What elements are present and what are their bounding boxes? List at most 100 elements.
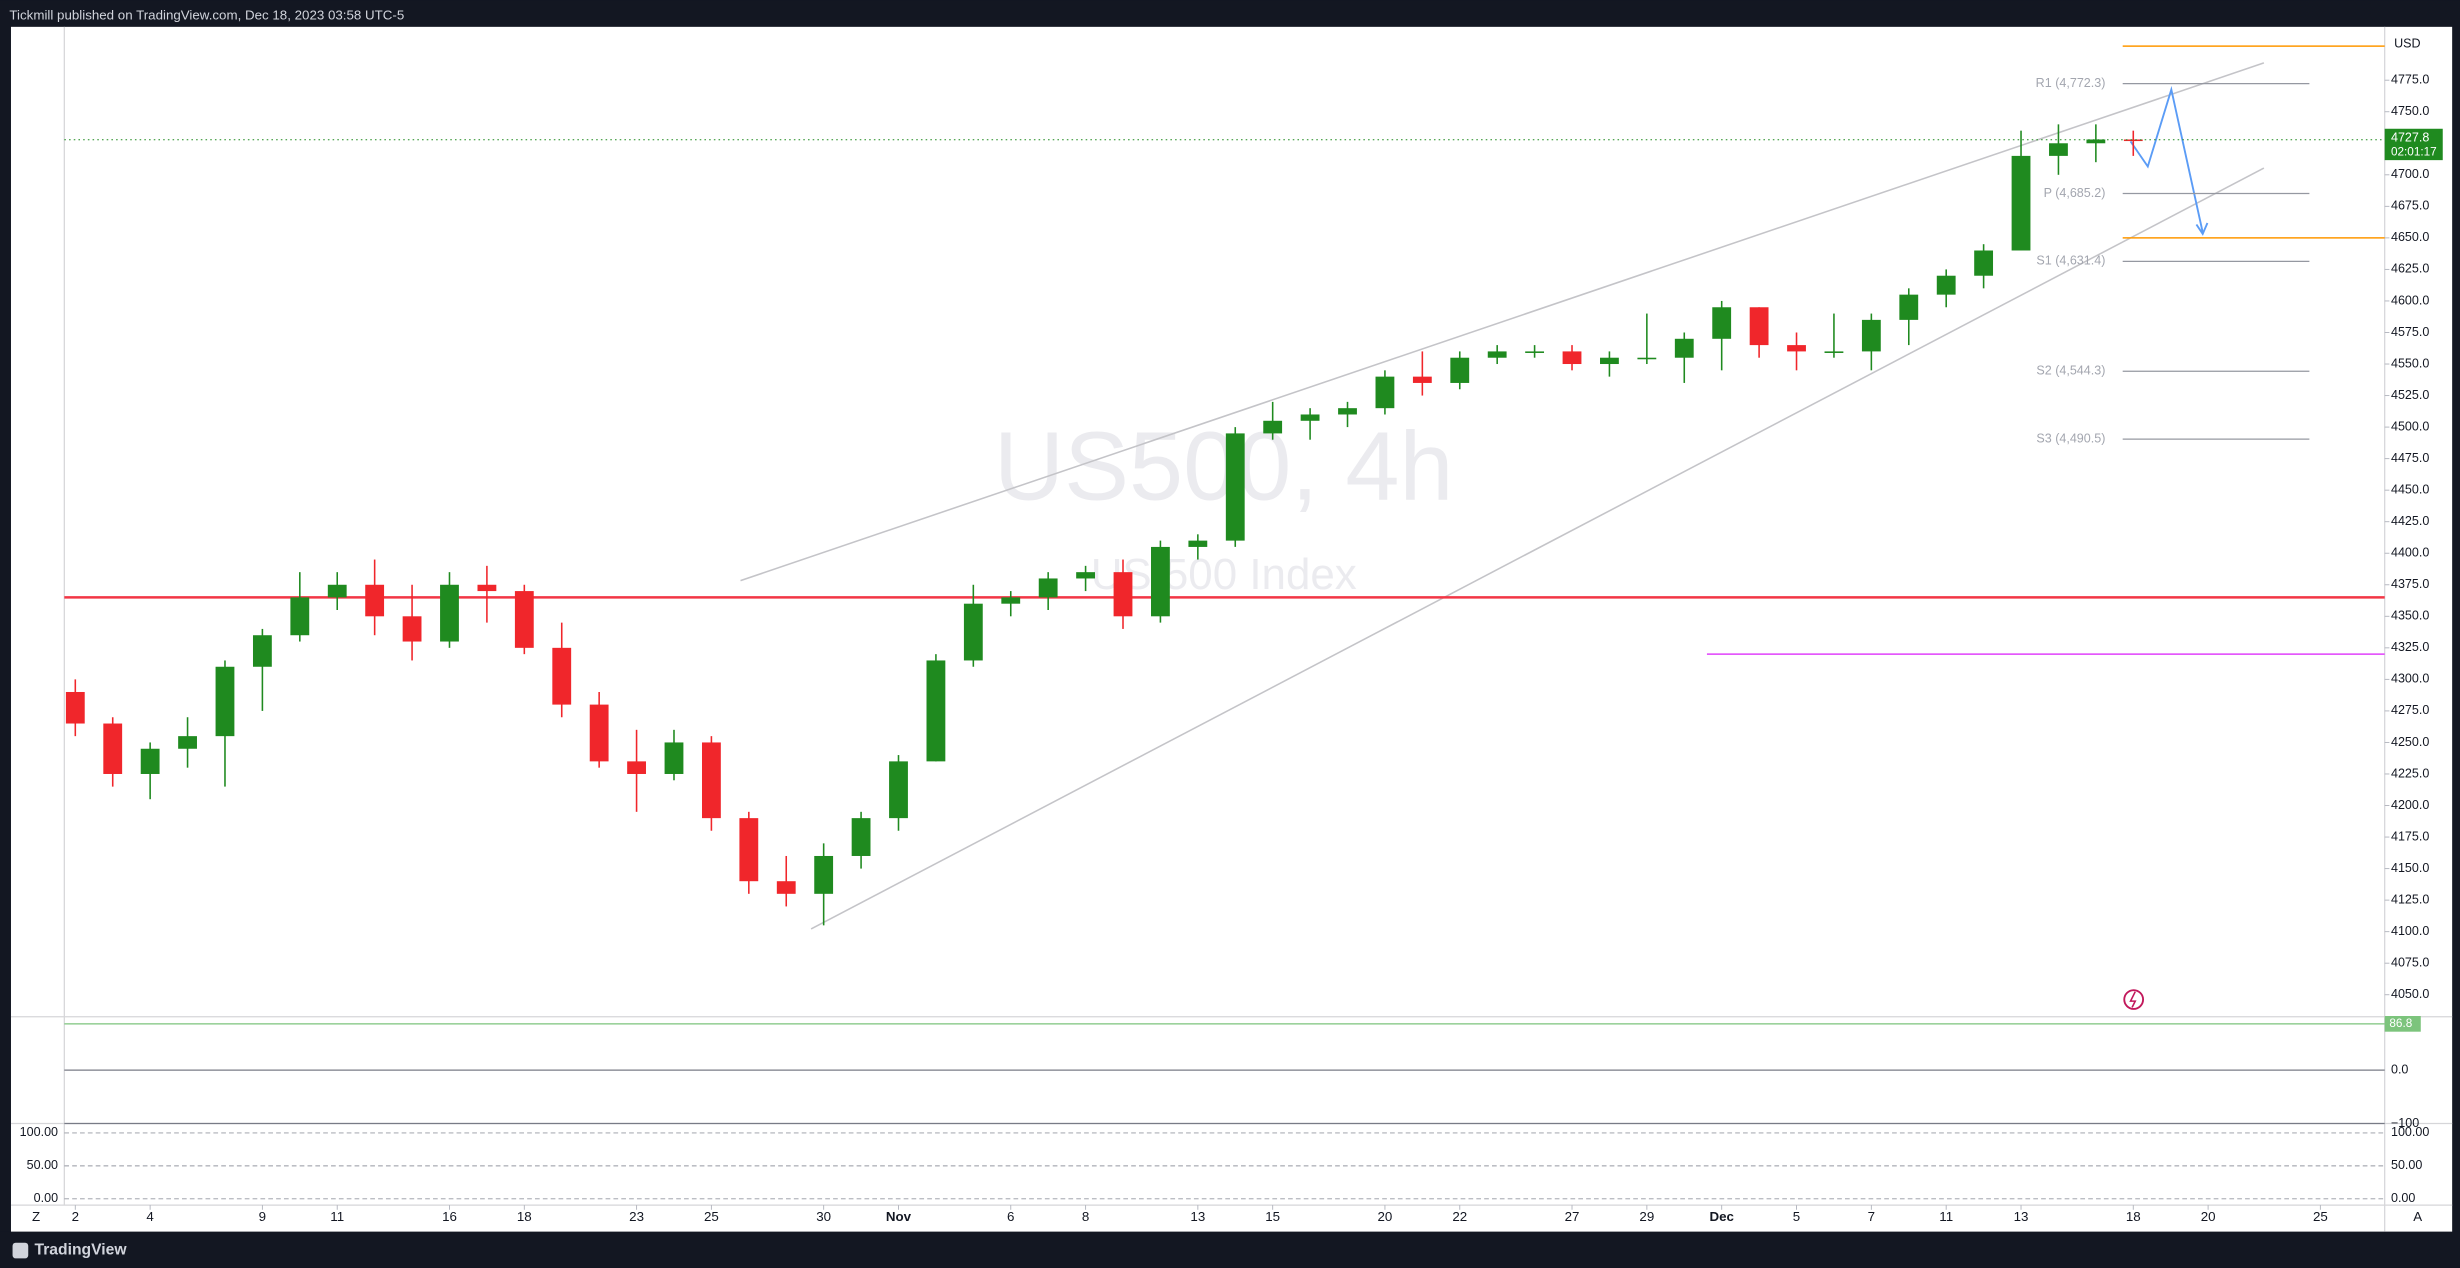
x-tick-label: 8 (1082, 1209, 1089, 1224)
y-tick-label: 4650.0 (2391, 230, 2429, 244)
x-tick-label: 5 (1793, 1209, 1800, 1224)
current-price-badge (2384, 128, 2443, 161)
y-tick-label: 4600.0 (2391, 293, 2429, 307)
candle-body (1525, 351, 1545, 353)
alert-icon[interactable] (2123, 989, 2145, 1010)
y-tick-label: 4500.0 (2391, 419, 2429, 433)
candle-body (1188, 540, 1208, 547)
x-tick-label: 13 (1190, 1209, 1205, 1224)
y-tick-label: 4425.0 (2391, 514, 2429, 528)
watermark-description: US 500 Index (1091, 550, 1357, 599)
candle-body (440, 584, 459, 642)
pivot-label: S3 (4,490.5) (2036, 431, 2105, 445)
x-tick-label: 25 (704, 1209, 719, 1224)
candle-body (1001, 597, 1021, 604)
candle-body (701, 742, 721, 819)
x-tick-label: 20 (2201, 1209, 2216, 1224)
x-tick-label: 11 (1939, 1209, 1953, 1224)
x-tick-label: 29 (1639, 1209, 1654, 1224)
y-tick-label: 4700.0 (2391, 167, 2429, 181)
y-tick-label: 4400.0 (2391, 546, 2429, 560)
pivot-label: S2 (4,544.3) (2036, 364, 2105, 378)
publisher-header: Tickmill published on TradingView.com, D… (9, 7, 404, 22)
currency-label: USD (2394, 36, 2421, 50)
x-tick-label: 18 (2126, 1209, 2141, 1224)
candle-body (1113, 572, 1133, 617)
stochastic-tick-label-left: 0.00 (34, 1191, 58, 1205)
y-tick-label: 4625.0 (2391, 262, 2429, 276)
toolbar-button[interactable]: Z (32, 1209, 40, 1224)
candle-body (140, 748, 160, 774)
x-tick-label: 18 (517, 1209, 532, 1224)
candle-body (739, 818, 759, 882)
y-tick-label: 4775.0 (2391, 73, 2429, 87)
candle-body (1936, 275, 1956, 295)
candle-body (552, 647, 572, 705)
forecast-path (2129, 85, 2204, 233)
x-tick-label: Dec (1709, 1209, 1734, 1224)
candle-body (1076, 572, 1095, 579)
candle-body (1824, 351, 1844, 353)
y-tick-label: 4125.0 (2391, 892, 2429, 906)
candle-body (1263, 420, 1283, 434)
x-tick-label: 15 (1265, 1209, 1280, 1224)
candle-body (1637, 357, 1657, 360)
forecast-arrowhead (2195, 222, 2209, 236)
y-tick-label: 4075.0 (2391, 956, 2429, 970)
x-tick-label: 9 (259, 1209, 266, 1224)
trendline-upper (740, 62, 2265, 582)
y-tick-label: 4300.0 (2391, 672, 2429, 686)
y-tick-label: 4675.0 (2391, 199, 2429, 213)
x-tick-label: 6 (1007, 1209, 1014, 1224)
candle-body (2123, 139, 2143, 142)
y-tick-label: 4100.0 (2391, 924, 2429, 938)
toolbar-button[interactable]: A (2413, 1209, 2422, 1224)
candle-body (1787, 345, 1806, 352)
candle-body (1600, 357, 1619, 365)
stochastic-tick-label-right: 50.00 (2391, 1158, 2422, 1172)
chart-area (10, 26, 2453, 1232)
x-tick-label: 16 (442, 1209, 457, 1224)
trendline-lower (810, 167, 2265, 930)
candle-body (627, 761, 646, 774)
y-tick-label: 4575.0 (2391, 325, 2429, 339)
y-tick-label: 4175.0 (2391, 829, 2429, 843)
candle-body (963, 603, 983, 661)
oscillator-badge (2384, 1016, 2421, 1032)
brand-logo (12, 1242, 29, 1259)
candle-body (1338, 408, 1357, 415)
candle-body (290, 597, 310, 636)
candle-body (1375, 376, 1395, 409)
candle-body (402, 616, 422, 642)
candle-body (2086, 139, 2106, 144)
x-tick-label: 27 (1565, 1209, 1580, 1224)
candle-body (1450, 357, 1470, 383)
candle-body (103, 723, 123, 774)
brand-name: TradingView (35, 1242, 128, 1259)
x-tick-label: 2 (72, 1209, 79, 1224)
candle-body (1151, 546, 1170, 617)
candle-body (1974, 250, 1994, 276)
x-tick-label: Nov (886, 1209, 912, 1224)
pivot-label: R1 (4,772.3) (2036, 76, 2106, 90)
pivot-label: P (4,685.2) (2044, 186, 2106, 200)
alert-icon-bolt (2129, 991, 2137, 1008)
countdown-label: 02:01:17 (2391, 145, 2437, 158)
candle-body (664, 742, 684, 774)
candle-body (851, 818, 871, 856)
candle-body (1712, 307, 1732, 339)
candle-body (776, 881, 796, 894)
y-tick-label: 4200.0 (2391, 798, 2429, 812)
y-tick-label: 4225.0 (2391, 766, 2429, 780)
candle-body (1749, 307, 1769, 346)
y-tick-label: 4450.0 (2391, 482, 2429, 496)
candle-body (514, 591, 534, 648)
x-tick-label: 13 (2014, 1209, 2029, 1224)
y-tick-label: 4325.0 (2391, 640, 2429, 654)
candle-body (1562, 351, 1582, 365)
y-tick-label: 4475.0 (2391, 451, 2429, 465)
y-tick-label: 4550.0 (2391, 356, 2429, 370)
y-tick-label: 4350.0 (2391, 609, 2429, 623)
x-tick-label: 7 (1868, 1209, 1875, 1224)
